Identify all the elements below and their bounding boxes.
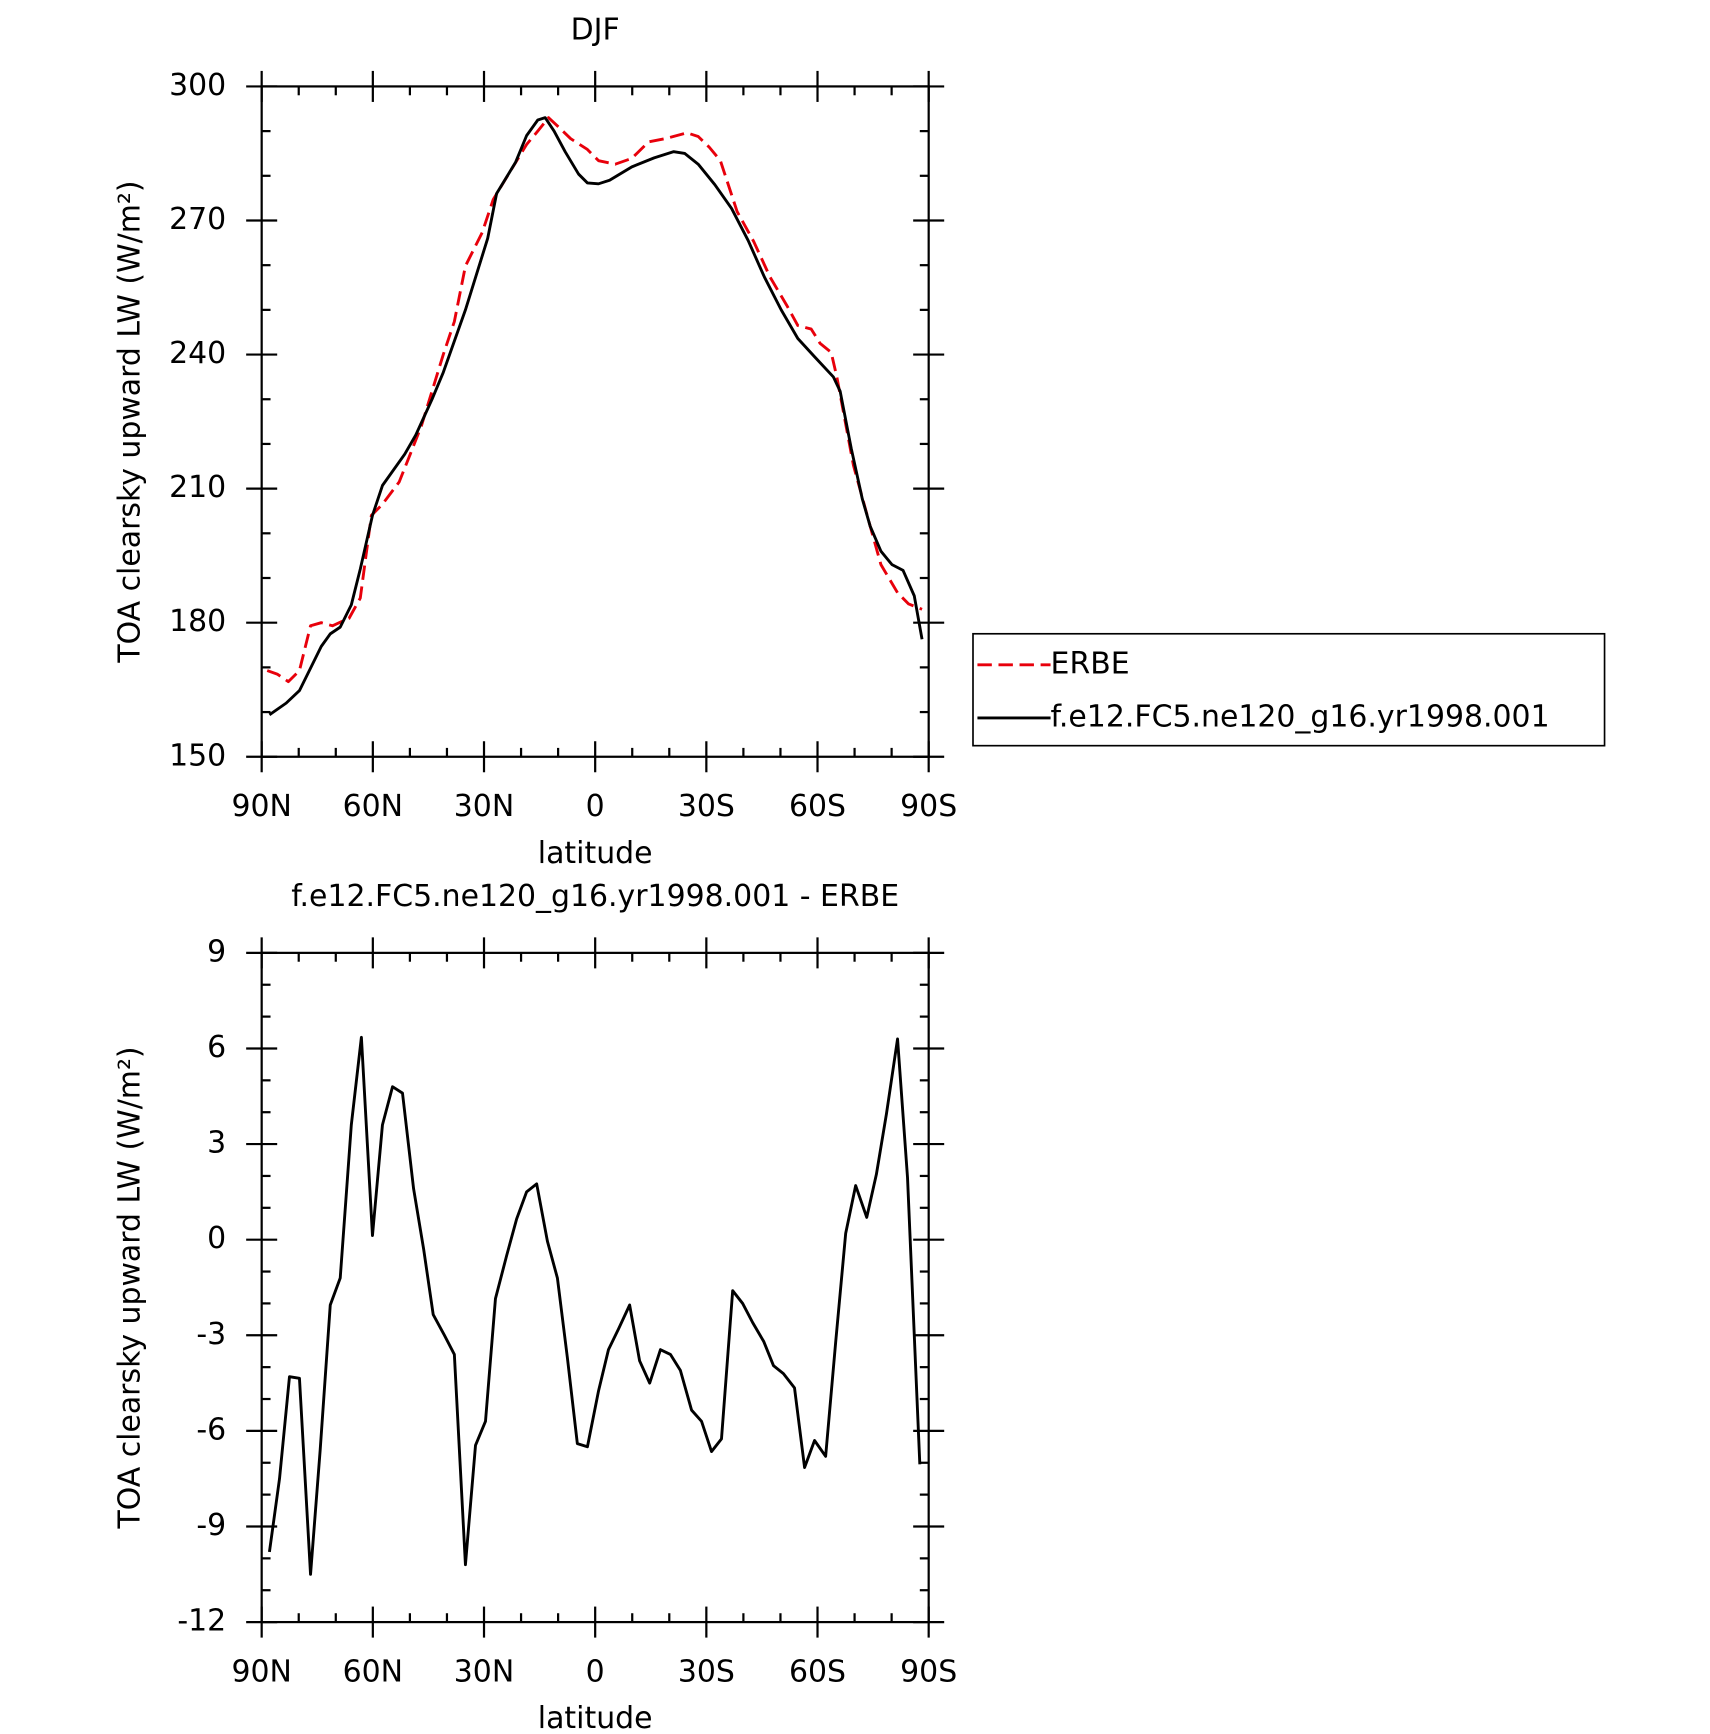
- chart-title: f.e12.FC5.ne120_g16.yr1998.001 - ERBE: [291, 879, 899, 914]
- y-tick-label: 300: [169, 68, 226, 103]
- x-tick-label: 60S: [789, 789, 846, 824]
- y-tick-label: 6: [207, 1030, 226, 1065]
- x-tick-label: 30N: [454, 1655, 514, 1690]
- y-tick-label: 210: [169, 470, 226, 505]
- legend-label: f.e12.FC5.ne120_g16.yr1998.001: [1051, 699, 1550, 734]
- y-tick-label: -3: [196, 1317, 226, 1352]
- x-tick-label: 0: [586, 1655, 605, 1690]
- y-tick-label: -6: [196, 1412, 226, 1447]
- y-tick-label: 240: [169, 336, 226, 371]
- y-tick-label: 180: [169, 604, 226, 639]
- x-tick-label: 30S: [678, 1655, 735, 1690]
- y-tick-label: 0: [207, 1221, 226, 1256]
- series-line: [268, 116, 924, 716]
- y-axis-label: TOA clearsky upward LW (W/m²): [112, 1046, 147, 1529]
- x-tick-label: 60N: [343, 789, 403, 824]
- plot-frame: [260, 85, 930, 758]
- legend-label: ERBE: [1051, 646, 1130, 681]
- x-tick-label: 0: [586, 789, 605, 824]
- y-tick-label: -9: [196, 1508, 226, 1543]
- y-axis-label: TOA clearsky upward LW (W/m²): [112, 181, 147, 664]
- x-tick-label: 60S: [789, 1655, 846, 1690]
- x-tick-label: 30S: [678, 789, 735, 824]
- x-tick-label: 90N: [231, 1655, 291, 1690]
- x-tick-label: 30N: [454, 789, 514, 824]
- x-tick-label: 90S: [900, 789, 957, 824]
- plot-frame: [260, 951, 930, 1624]
- y-tick-label: 150: [169, 738, 226, 773]
- y-tick-label: -12: [177, 1604, 226, 1639]
- x-axis-label: latitude: [538, 836, 653, 871]
- series-line: [268, 1035, 922, 1576]
- x-tick-label: 60N: [343, 1655, 403, 1690]
- x-tick-label: 90S: [900, 1655, 957, 1690]
- series-line: [266, 116, 923, 684]
- x-tick-label: 90N: [231, 789, 291, 824]
- y-tick-label: 270: [169, 202, 226, 237]
- x-axis-label: latitude: [538, 1701, 653, 1734]
- chart-title: DJF: [571, 13, 620, 48]
- y-tick-label: 3: [207, 1126, 226, 1161]
- legend-box: [972, 632, 1606, 747]
- y-tick-label: 9: [207, 934, 226, 969]
